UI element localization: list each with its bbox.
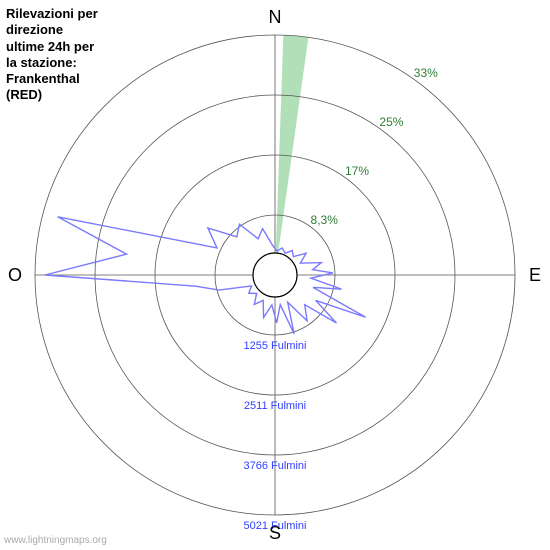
center-hole [253,253,297,297]
pct-label: 33% [414,66,438,80]
pct-label: 25% [379,115,403,129]
fulmini-label: 3766 Fulmini [244,460,307,472]
fulmini-label: 2511 Fulmini [244,400,306,412]
compass-e: E [529,265,541,285]
compass-n: N [269,7,282,27]
pct-label: 8,3% [311,213,339,227]
compass-s: S [269,523,281,543]
pct-label: 17% [345,164,369,178]
fulmini-label: 1255 Fulmini [244,340,307,352]
credit-text: www.lightningmaps.org [4,535,107,546]
chart-title: Rilevazioni perdirezioneultime 24h perla… [6,6,98,104]
compass-w: O [8,265,22,285]
